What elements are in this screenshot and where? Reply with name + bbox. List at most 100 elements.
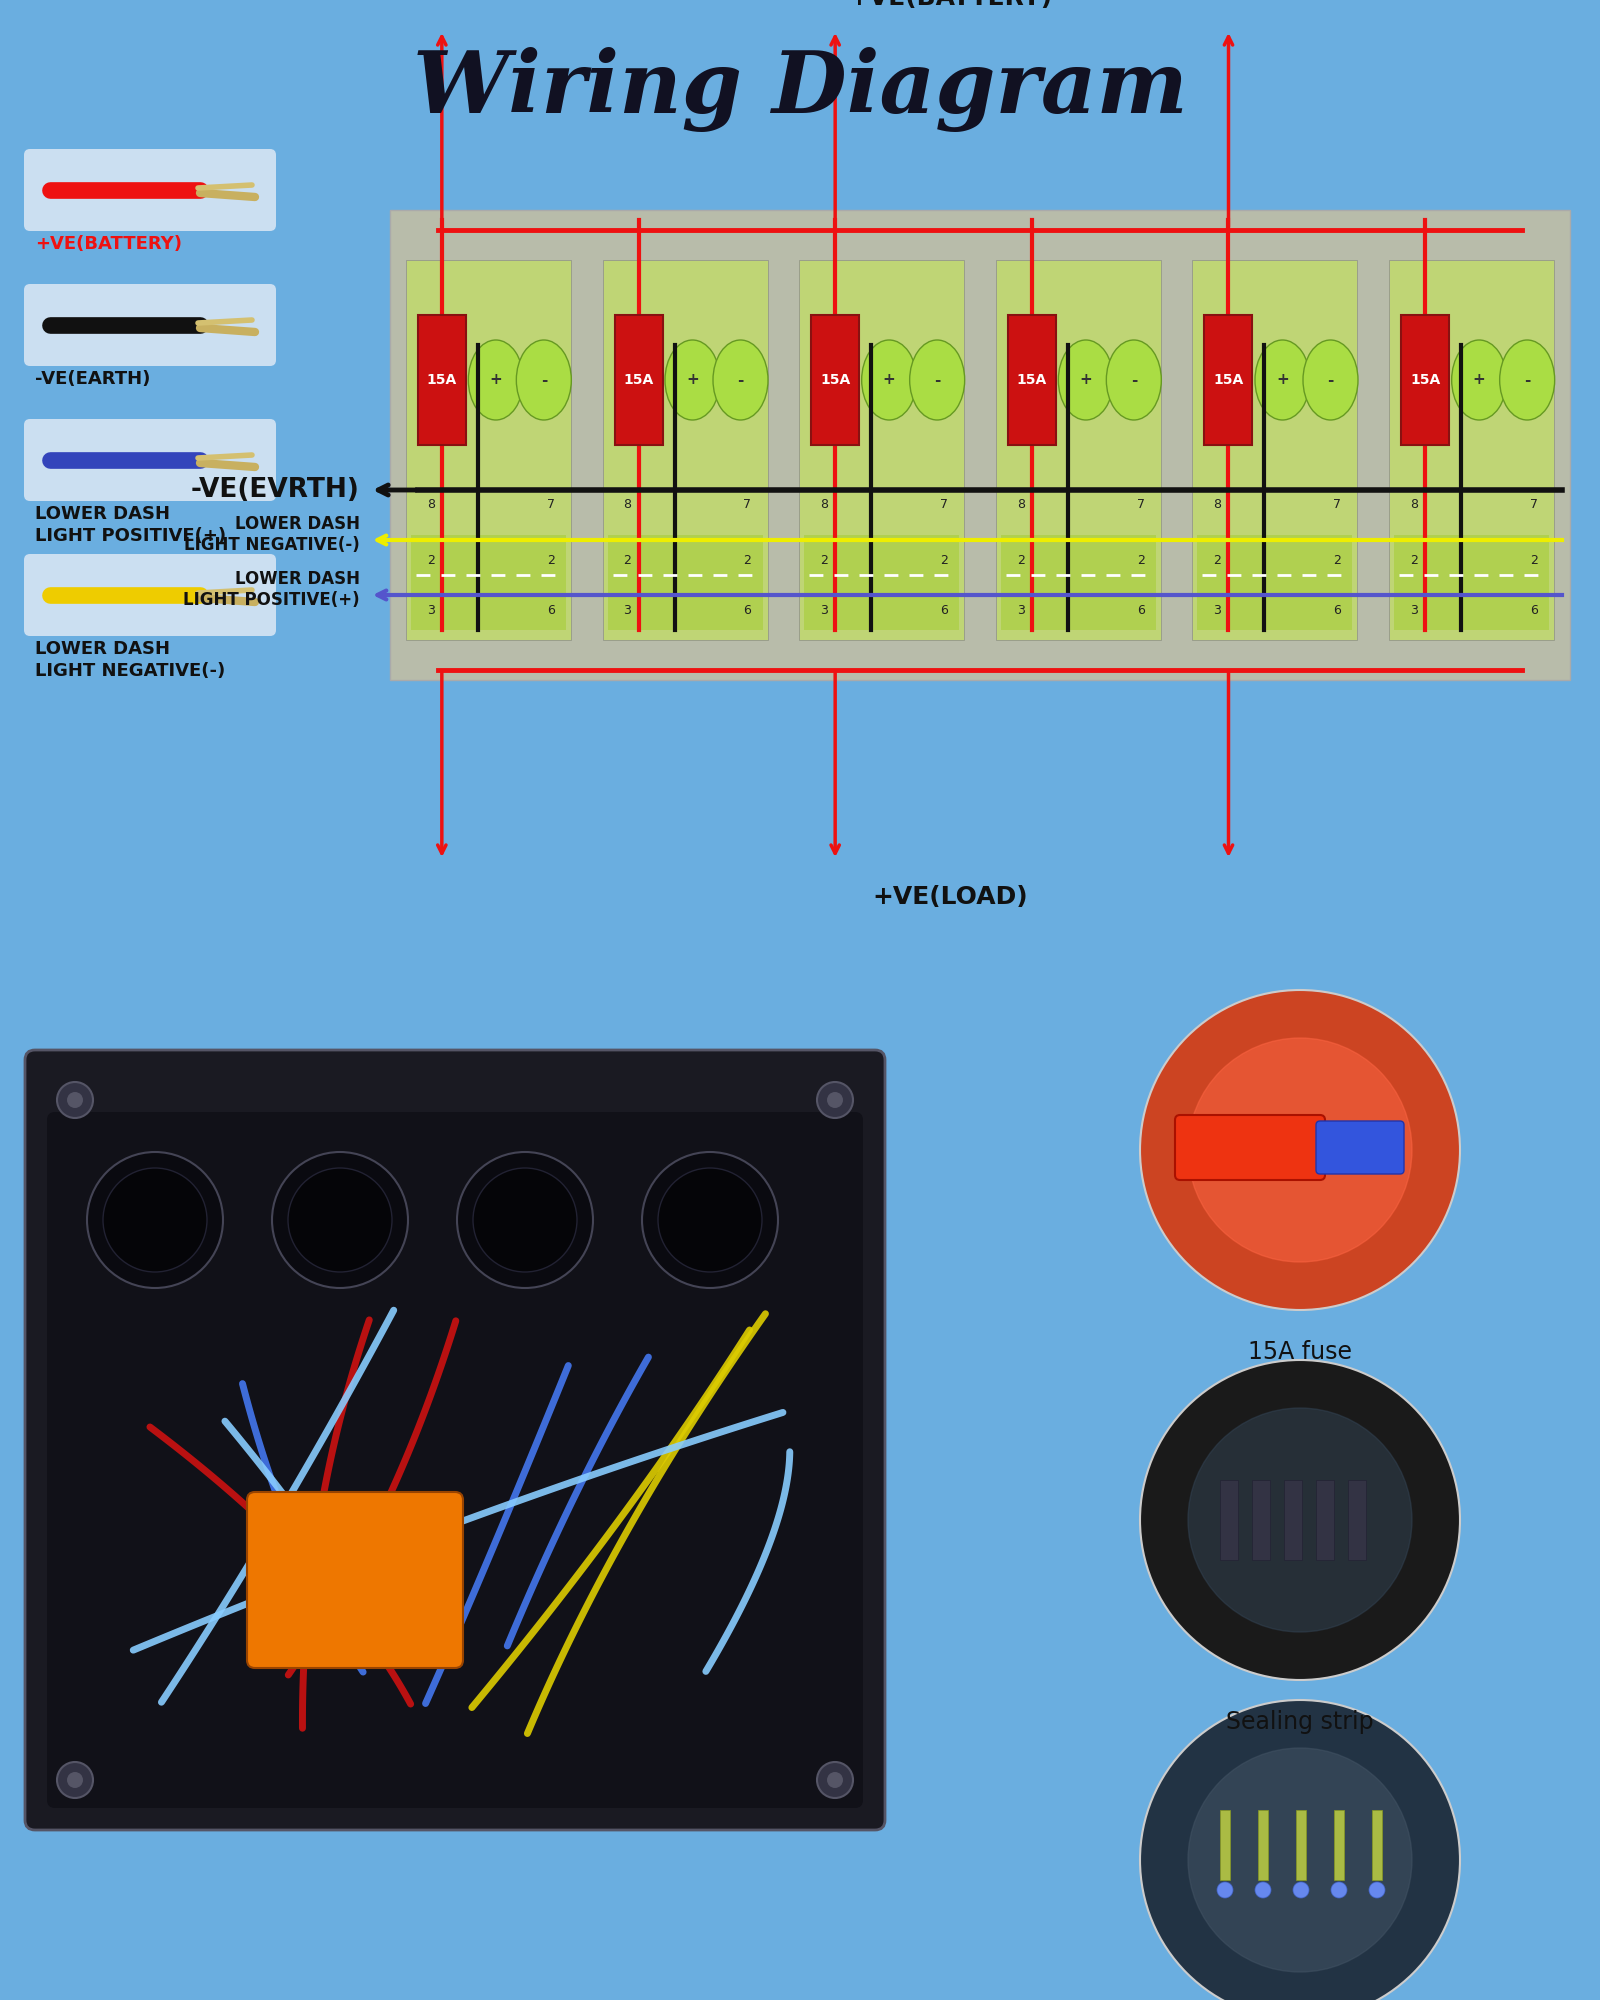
Bar (1389, 260, 1554, 640)
Text: 7: 7 (547, 498, 555, 512)
Bar (1315, 1480, 1334, 1560)
Text: 2: 2 (427, 554, 435, 566)
Bar (811, 314, 859, 446)
Text: 7: 7 (941, 498, 949, 512)
Text: -: - (1523, 372, 1530, 388)
Text: 15A: 15A (1016, 372, 1046, 388)
Text: 3: 3 (624, 604, 632, 616)
Text: 2: 2 (821, 554, 829, 566)
Bar (614, 314, 662, 446)
Text: +: + (490, 372, 502, 388)
Ellipse shape (517, 340, 571, 420)
Text: 3: 3 (1018, 604, 1024, 616)
Text: +: + (1472, 372, 1485, 388)
Bar (1334, 1810, 1344, 1880)
Circle shape (1139, 990, 1459, 1310)
Text: 2: 2 (1410, 554, 1418, 566)
Circle shape (1331, 1882, 1347, 1898)
Text: 6: 6 (1138, 604, 1144, 616)
Circle shape (272, 1152, 408, 1288)
Text: 6: 6 (1333, 604, 1341, 616)
Circle shape (818, 1762, 853, 1798)
Text: 2: 2 (1213, 554, 1221, 566)
FancyBboxPatch shape (24, 150, 277, 230)
Circle shape (1187, 1408, 1413, 1632)
Text: -: - (738, 372, 744, 388)
Text: 3: 3 (1410, 604, 1418, 616)
Circle shape (642, 1152, 778, 1288)
Text: -: - (1131, 372, 1138, 388)
Circle shape (1187, 1748, 1413, 1972)
Text: +: + (883, 372, 896, 388)
Ellipse shape (910, 340, 965, 420)
Circle shape (827, 1092, 843, 1108)
Ellipse shape (1451, 340, 1507, 420)
Text: 2: 2 (1018, 554, 1024, 566)
Text: -: - (1328, 372, 1334, 388)
Text: 15A: 15A (1410, 372, 1440, 388)
Text: 15A: 15A (624, 372, 654, 388)
Bar (1221, 1810, 1230, 1880)
Bar (1197, 534, 1352, 630)
Circle shape (102, 1168, 206, 1272)
FancyBboxPatch shape (24, 554, 277, 636)
Text: -: - (541, 372, 547, 388)
Bar (1205, 314, 1253, 446)
Bar (1283, 1480, 1302, 1560)
Text: 15A fuse: 15A fuse (1248, 1340, 1352, 1364)
Text: 7: 7 (744, 498, 752, 512)
Text: +: + (1080, 372, 1093, 388)
Text: 8: 8 (821, 498, 829, 512)
Text: 15A: 15A (1213, 372, 1243, 388)
Text: 8: 8 (1213, 498, 1221, 512)
Ellipse shape (1302, 340, 1358, 420)
FancyBboxPatch shape (46, 1112, 862, 1808)
Circle shape (1218, 1882, 1234, 1898)
Text: 7: 7 (1138, 498, 1146, 512)
Text: 6: 6 (547, 604, 555, 616)
Circle shape (818, 1082, 853, 1118)
Text: 2: 2 (744, 554, 752, 566)
Bar (1296, 1810, 1306, 1880)
Bar (1402, 314, 1450, 446)
Text: 3: 3 (427, 604, 435, 616)
Ellipse shape (862, 340, 917, 420)
Text: -: - (934, 372, 941, 388)
Text: +: + (686, 372, 699, 388)
Text: 2: 2 (547, 554, 555, 566)
Text: -VE(EARTH): -VE(EARTH) (35, 370, 150, 388)
Circle shape (67, 1772, 83, 1788)
Text: +: + (1277, 372, 1290, 388)
Bar (418, 314, 466, 446)
Circle shape (67, 1092, 83, 1108)
Text: +VE(LOAD): +VE(LOAD) (872, 884, 1027, 908)
Bar (603, 260, 768, 640)
Ellipse shape (1106, 340, 1162, 420)
Circle shape (58, 1082, 93, 1118)
Bar (1373, 1810, 1382, 1880)
Text: 3: 3 (821, 604, 829, 616)
Circle shape (1370, 1882, 1386, 1898)
Text: 6: 6 (1530, 604, 1538, 616)
Ellipse shape (1254, 340, 1310, 420)
Circle shape (1139, 1360, 1459, 1680)
Text: 2: 2 (941, 554, 949, 566)
Bar (1347, 1480, 1366, 1560)
Bar (1394, 534, 1549, 630)
Text: 8: 8 (427, 498, 435, 512)
Bar (406, 260, 571, 640)
Text: Sealing strip: Sealing strip (1226, 1710, 1374, 1734)
Circle shape (1187, 1038, 1413, 1262)
FancyBboxPatch shape (26, 1050, 885, 1830)
Text: 6: 6 (744, 604, 752, 616)
FancyBboxPatch shape (24, 284, 277, 366)
Bar (390, 210, 1570, 680)
Bar (411, 534, 566, 630)
Bar (608, 534, 763, 630)
Bar (805, 534, 958, 630)
FancyBboxPatch shape (1315, 1120, 1405, 1174)
Circle shape (1293, 1882, 1309, 1898)
Text: LOWER DASH
LIGHT POSITIVE(+): LOWER DASH LIGHT POSITIVE(+) (35, 504, 226, 546)
Ellipse shape (714, 340, 768, 420)
Text: Wiring Diagram: Wiring Diagram (413, 48, 1187, 132)
